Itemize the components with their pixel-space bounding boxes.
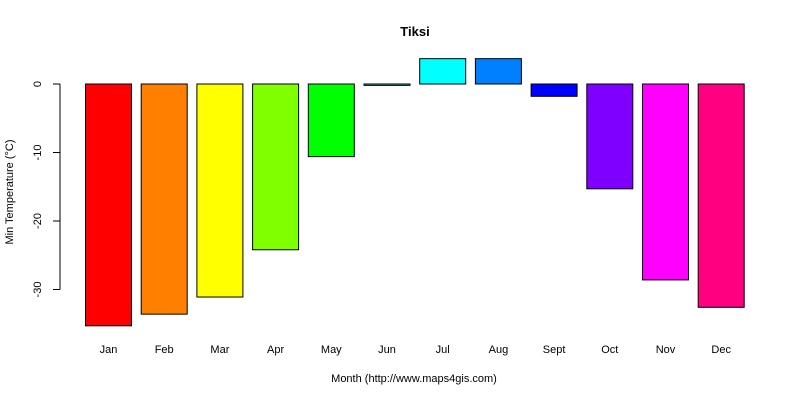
x-tick-label: Oct <box>601 344 618 356</box>
bar-mar <box>196 83 244 298</box>
x-tick-label: Jul <box>436 344 450 356</box>
bar-jul <box>419 58 467 85</box>
x-tick-label: Sept <box>543 344 566 356</box>
bar-oct <box>586 83 634 190</box>
x-tick-label: Mar <box>210 344 229 356</box>
x-tick-label: Jun <box>378 344 396 356</box>
bar-may <box>307 83 355 158</box>
x-tick-label: Aug <box>489 344 509 356</box>
x-axis-tick-labels: Jan Feb Mar Apr May Jun Jul Aug Sept Oct Nov Dec <box>100 344 732 356</box>
bar-dec <box>697 83 745 308</box>
y-tick-label: -10 <box>32 145 44 161</box>
x-tick-label: Nov <box>656 344 676 356</box>
bar-aug <box>474 58 522 85</box>
bar-apr <box>252 83 300 251</box>
chart-title: Tiksi <box>400 24 429 39</box>
x-tick-label: Feb <box>155 344 174 356</box>
bar-feb <box>140 83 188 315</box>
y-tick-label: -20 <box>32 213 44 229</box>
bar-jan <box>85 83 132 327</box>
bar-sept <box>530 83 578 97</box>
y-axis: 0 -10 -20 -30 <box>32 81 61 298</box>
y-tick-label: 0 <box>32 81 44 87</box>
bar-jun <box>363 83 411 86</box>
x-tick-label: Dec <box>711 344 731 356</box>
y-axis-label: Min Temperature (°C) <box>4 139 16 244</box>
y-tick-label: -30 <box>32 282 44 298</box>
x-axis-label: Month (http://www.maps4gis.com) <box>331 373 497 385</box>
bar-nov <box>642 83 689 281</box>
bars <box>85 58 745 327</box>
x-tick-label: Jan <box>100 344 118 356</box>
x-tick-label: May <box>321 344 342 356</box>
x-tick-label: Apr <box>267 344 284 356</box>
